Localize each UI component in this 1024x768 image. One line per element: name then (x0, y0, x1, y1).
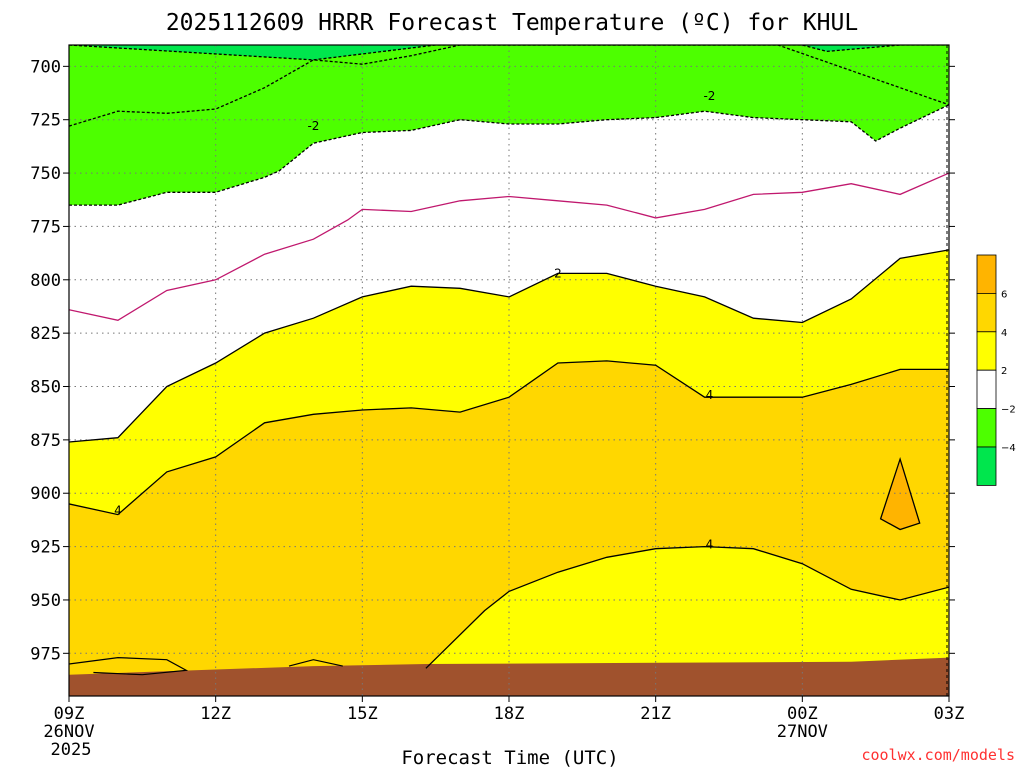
colorbar-swatch (976, 254, 997, 294)
y-tick-label: 750 (30, 164, 61, 184)
colorbar-label: 2 (1001, 366, 1007, 377)
contour-label: 4 (114, 503, 122, 517)
band-2-to-4-lower (425, 546, 949, 696)
x-tick-date: 27NOV (777, 722, 828, 742)
colorbar-swatch (976, 331, 997, 371)
contour-label: -2 (307, 119, 319, 133)
x-tick-label: 09Z (54, 704, 85, 724)
contour-2-isotherm (69, 249, 949, 443)
contour-label: 2 (554, 266, 562, 280)
contour-label: 4 (706, 537, 714, 551)
y-tick-label: 975 (30, 644, 61, 664)
contour-lines (69, 45, 949, 676)
band-6-to-8-cell (880, 459, 920, 530)
x-tick-year: 2025 (51, 740, 92, 760)
y-tick-label: 925 (30, 538, 61, 558)
contour-near-surface-mid (288, 659, 343, 667)
y-tick-label: 900 (30, 484, 61, 504)
band-minus4-to-minus2-top (69, 45, 949, 127)
terrain-fill (69, 657, 949, 696)
y-tick-label: 825 (30, 324, 61, 344)
colorbar-label: −4 (1001, 443, 1016, 454)
x-axis-label: Forecast Time (UTC) (401, 747, 618, 768)
credit-text: coolwx.com/models (861, 746, 1015, 764)
chart-title: 2025112609 HRRR Forecast Temperature (ºC… (166, 10, 858, 36)
x-tick-label: 15Z (347, 704, 378, 724)
x-tick-date: 26NOV (43, 722, 94, 742)
contour-label: 4 (706, 388, 714, 402)
plot-area: -2 -2 2 4 4 4 (69, 45, 949, 696)
y-tick-label: 800 (30, 271, 61, 291)
colorbar-label: 6 (1001, 289, 1007, 300)
colorbar-label: −2 (1001, 405, 1016, 416)
colorbar-swatch (976, 408, 997, 448)
contour-labels: -2 -2 2 4 4 4 (114, 89, 715, 551)
x-tick-label: 21Z (640, 704, 671, 724)
colorbar-label: 4 (1001, 328, 1007, 339)
colorbar-swatch (976, 292, 997, 333)
grid-lines (69, 45, 949, 696)
x-tick-label: 12Z (200, 704, 231, 724)
x-tick-label: 00Z (787, 704, 818, 724)
contour-label: -2 (703, 89, 715, 103)
colorbar-swatch (976, 446, 997, 486)
contour-0-isotherm (69, 172, 949, 321)
colorbar-swatch (976, 369, 997, 410)
y-tick-label: 950 (30, 591, 61, 611)
y-tick-label: 775 (30, 217, 61, 237)
contour--2-isotherm-lower- (69, 104, 949, 206)
y-axis: 700 725 750 775 800 825 850 875 900 925 950 975 (30, 57, 955, 664)
contour-4-isotherm-upper- (69, 360, 949, 516)
band-minus4-to-minus2 (69, 45, 949, 206)
contour-4-isotherm-lower- (425, 545, 949, 669)
contour-6-isotherm-cell (879, 456, 921, 531)
y-tick-label: 725 (30, 111, 61, 131)
band-minus6-to-minus4-top (69, 45, 949, 60)
colorbar: 6 4 2 −2 −4 (976, 254, 1016, 486)
y-tick-label: 850 (30, 378, 61, 398)
x-tick-label: 18Z (494, 704, 525, 724)
x-tick-label: 03Z (934, 704, 965, 724)
y-tick-label: 700 (30, 57, 61, 77)
contour-near-surface-left (69, 656, 189, 676)
y-tick-label: 875 (30, 431, 61, 451)
